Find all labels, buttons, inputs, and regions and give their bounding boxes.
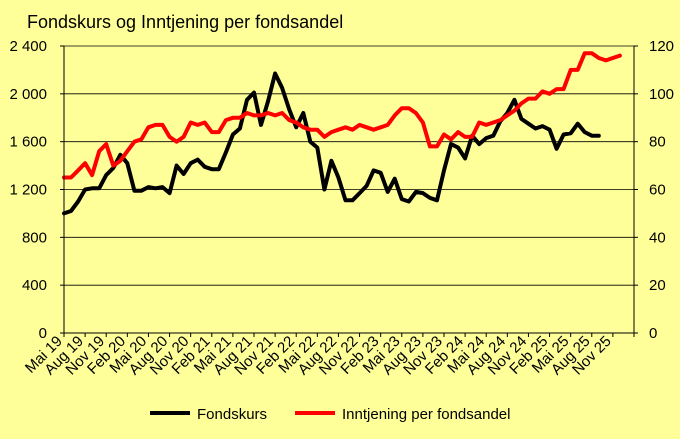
gridlines xyxy=(64,45,634,286)
y-right-tick-label: 60 xyxy=(649,182,666,199)
series-lines xyxy=(62,51,622,216)
y-right-tick-label: 20 xyxy=(649,277,666,294)
y-left-tick-label: 2 400 xyxy=(9,38,47,55)
y-right-tick-label: 0 xyxy=(649,325,657,342)
legend: Fondskurs Inntjening per fondsandel xyxy=(150,406,510,423)
y-left-tick-label: 0 xyxy=(39,325,47,342)
y-left-tick-label: 2 000 xyxy=(9,86,47,103)
y-left-tick-label: 1 600 xyxy=(9,134,47,151)
chart-title: Fondskurs og Inntjening per fondsandel xyxy=(27,12,343,32)
y-right-tick-label: 40 xyxy=(649,229,666,246)
y-left-tick-label: 1 200 xyxy=(9,182,47,199)
y-right-tick-label: 80 xyxy=(649,134,666,151)
series-line-inntjening xyxy=(62,51,622,180)
y-right-tick-label: 120 xyxy=(649,38,674,55)
series-line-fondskurs xyxy=(62,71,601,216)
y-right-tick-label: 100 xyxy=(649,86,674,103)
legend-label: Inntjening per fondsandel xyxy=(342,406,510,423)
y-left-tick-label: 400 xyxy=(22,277,47,294)
legend-label: Fondskurs xyxy=(197,406,267,423)
y-left-tick-label: 800 xyxy=(22,229,47,246)
